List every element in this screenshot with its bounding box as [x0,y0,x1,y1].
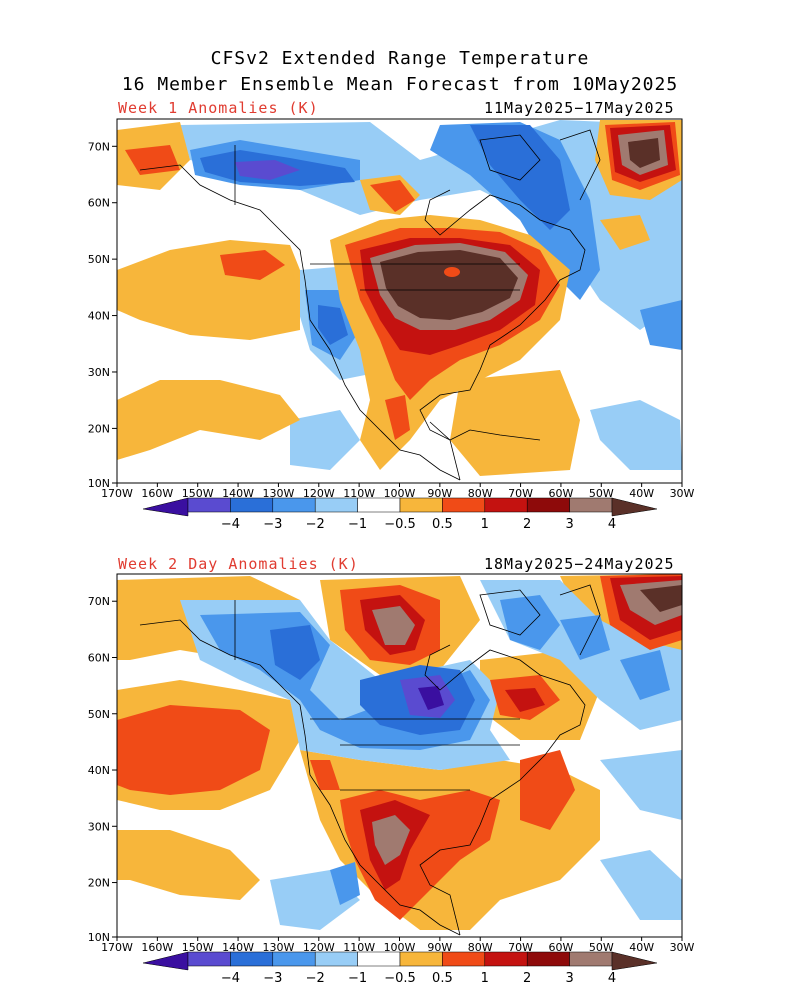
colorbar-arrow-high [611,951,658,971]
lon-label: 30W [670,941,695,954]
lon-label: 130W [262,487,294,500]
lon-label: 160W [141,941,173,954]
lon-label: 50W [589,487,614,500]
lon-label: 70W [508,487,533,500]
colorbar-label: −2 [306,517,325,532]
colorbar-box [230,951,274,967]
colorbar-arrow-low [142,951,189,971]
lon-label: 130W [262,941,294,954]
colorbar-box [526,497,570,513]
colorbar-box [272,951,316,967]
panel1-label: Week 1 Anomalies (K) [118,99,319,117]
lat-label: 20N [88,877,110,890]
title-line-1: CFSv2 Extended Range Temperature [210,48,590,69]
colorbar-box [484,951,528,967]
lon-label: 110W [343,941,375,954]
lat-label: 50N [88,253,110,266]
colorbar-box [442,951,486,967]
lon-label: 150W [182,941,214,954]
lon-label: 50W [589,941,614,954]
colorbar-label: 2 [523,517,531,532]
lat-label: 20N [88,422,110,435]
colorbar-box [484,497,528,513]
colorbar-label: 0.5 [432,517,453,532]
colorbar-label: 1 [481,971,489,986]
panel2-dates: 18May2025−24May2025 [484,555,675,573]
colorbar-label: −3 [263,971,282,986]
colorbar-box [272,497,316,513]
lon-label: 40W [629,487,654,500]
lon-label: 110W [343,487,375,500]
title-line-2: 16 Member Ensemble Mean Forecast from 10… [121,74,679,95]
lat-label: 30N [88,366,110,379]
lon-label: 90W [427,487,452,500]
colorbars: −4 −3 −2 −1 −0.5 0.5 1 2 3 4 −4 −3 −2 −1 −0.5 0.5 1 2 3 4 [142,497,658,986]
colorbar-label: −1 [348,971,367,986]
lon-label: 70W [508,941,533,954]
colorbar-box [314,951,358,967]
week1-anomaly-map [117,119,682,483]
lon-label: 80W [468,487,493,500]
colorbar-label: −0.5 [384,517,416,532]
panel1-dates: 11May2025−17May2025 [484,99,675,117]
lat-label: 60N [88,197,110,210]
colorbar-box [357,497,401,513]
colorbar-box [526,951,570,967]
lat-label: 60N [88,651,110,664]
colorbar-label: 1 [481,517,489,532]
colorbar-box [569,951,613,967]
lat-label: 70N [88,595,110,608]
lat-label: 30N [88,820,110,833]
colorbar-label: −3 [263,517,282,532]
colorbar-label: 3 [565,517,573,532]
colorbar-label: 2 [523,971,531,986]
lon-label: 140W [222,941,254,954]
lon-label: 30W [670,487,695,500]
lon-label: 170W [101,941,133,954]
colorbar-label: −1 [348,517,367,532]
lon-label: 100W [384,941,416,954]
colorbar-arrow-low [142,497,189,517]
colorbar-box [442,497,486,513]
lon-label: 90W [427,941,452,954]
lon-label: 80W [468,941,493,954]
colorbar-label: −0.5 [384,971,416,986]
lon-label: 120W [303,941,335,954]
lat-label: 10N [88,477,110,490]
colorbar-label: 0.5 [432,971,453,986]
lon-label: 120W [303,487,335,500]
lon-label: 100W [384,487,416,500]
colorbar-box [357,951,401,967]
lat-label: 10N [88,931,110,944]
lon-label: 60W [548,941,573,954]
colorbar-label: −2 [306,971,325,986]
lon-label: 40W [629,941,654,954]
colorbar-box [314,497,358,513]
colorbar-box [399,497,443,513]
colorbar-box [569,497,613,513]
colorbar-label: 4 [608,971,616,986]
colorbar-box [230,497,274,513]
colorbar-arrow-high [611,497,658,517]
lat-label: 70N [88,140,110,153]
lon-label: 60W [548,487,573,500]
colorbar-label: 3 [565,971,573,986]
lon-label: 140W [222,487,254,500]
colorbar-box [187,951,231,967]
lat-label: 40N [88,310,110,323]
lat-label: 40N [88,764,110,777]
panel2-label: Week 2 Day Anomalies (K) [118,555,359,573]
lon-label: 160W [141,487,173,500]
week2-anomaly-map [117,574,682,937]
colorbar-label: −4 [221,517,240,532]
lon-label: 170W [101,487,133,500]
colorbar-box [399,951,443,967]
colorbar-box [187,497,231,513]
colorbar-label: −4 [221,971,240,986]
colorbar-label: 4 [608,517,616,532]
lon-label: 150W [182,487,214,500]
lat-label: 50N [88,708,110,721]
